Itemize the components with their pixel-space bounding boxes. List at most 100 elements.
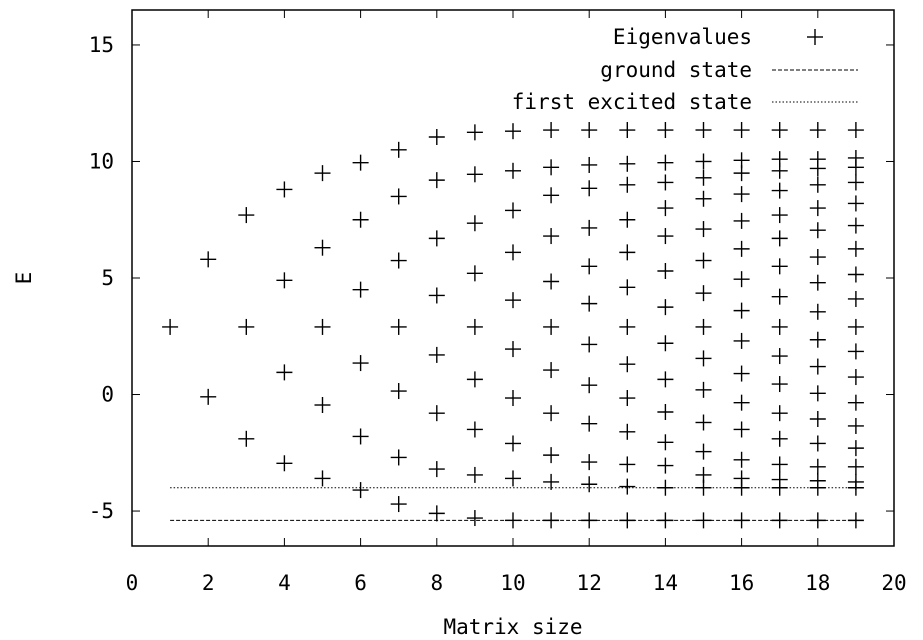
y-axis-title: E	[12, 272, 36, 285]
eigenvalue-point	[809, 472, 826, 489]
eigenvalue-point	[695, 466, 712, 483]
eigenvalue-point	[314, 470, 331, 487]
eigenvalue-point	[581, 512, 598, 529]
eigenvalue-point	[657, 434, 674, 451]
eigenvalue-point	[847, 217, 864, 234]
y-tick-label: 15	[89, 33, 114, 57]
eigenvalue-point	[809, 458, 826, 475]
eigenvalue-point	[733, 152, 750, 169]
x-tick-label: 6	[354, 571, 367, 595]
eigenvalue-point	[847, 369, 864, 386]
eigenvalue-point	[466, 371, 483, 388]
eigenvalue-point	[847, 266, 864, 283]
eigenvalue-point	[809, 122, 826, 139]
eigenvalue-point	[581, 156, 598, 173]
eigenvalue-point	[657, 371, 674, 388]
eigenvalue-point	[466, 166, 483, 183]
eigenvalue-point	[581, 258, 598, 275]
eigenvalue-point	[695, 122, 712, 139]
eigenvalue-point	[771, 258, 788, 275]
eigenvalue-point	[847, 174, 864, 191]
eigenvalue-point	[581, 336, 598, 353]
eigenvalue-point	[543, 318, 560, 335]
eigenvalue-point	[581, 122, 598, 139]
eigenvalue-point	[695, 190, 712, 207]
eigenvalue-point	[733, 186, 750, 203]
eigenvalue-point	[847, 149, 864, 166]
eigenvalue-point	[238, 207, 255, 224]
eigenvalue-point	[505, 244, 521, 261]
eigenvalue-point	[505, 202, 521, 219]
eigenvalue-point	[428, 172, 445, 189]
eigenvalue-point	[505, 512, 521, 529]
x-tick-label: 12	[577, 571, 602, 595]
eigenvalue-point	[428, 346, 445, 363]
eigenvalue-point	[581, 180, 598, 197]
eigenvalue-point	[657, 299, 674, 316]
eigenvalue-point	[543, 362, 560, 379]
eigenvalue-point	[619, 423, 636, 440]
eigenvalue-point	[695, 512, 712, 529]
eigenvalue-point	[809, 358, 826, 375]
eigenvalue-point	[276, 181, 293, 198]
eigenvalue-point	[543, 512, 560, 529]
eigenvalue-point	[809, 222, 826, 239]
eigenvalue-point	[809, 274, 826, 291]
eigenvalue-point	[619, 176, 636, 193]
eigenvalue-point	[847, 343, 864, 360]
eigenvalue-point	[314, 397, 331, 414]
eigenvalue-point	[771, 471, 788, 488]
eigenvalue-point	[847, 122, 864, 139]
eigenvalue-point	[847, 512, 864, 529]
eigenvalues-series	[162, 122, 864, 529]
eigenvalue-point	[428, 505, 445, 522]
eigenvalue-point	[771, 230, 788, 247]
eigenvalue-point	[695, 350, 712, 367]
x-tick-label: 18	[805, 571, 830, 595]
eigenvalue-point	[695, 169, 712, 186]
eigenvalue-point	[847, 394, 864, 411]
eigenvalue-point	[619, 211, 636, 228]
eigenvalue-point	[657, 479, 674, 496]
eigenvalue-point	[771, 376, 788, 393]
eigenvalue-point	[276, 455, 293, 472]
eigenvalue-point	[543, 228, 560, 245]
eigenvalue-point	[695, 153, 712, 170]
eigenvalue-point	[505, 123, 521, 140]
eigenvalue-point	[238, 430, 255, 447]
eigenvalue-point	[847, 417, 864, 434]
eigenvalue-point	[847, 458, 864, 475]
eigenvalue-point	[733, 365, 750, 382]
x-axis: 0 2 4 6 8 10 12 14 16 18 20	[126, 10, 907, 595]
eigenvalue-point	[505, 162, 521, 179]
eigenvalue-point	[771, 288, 788, 305]
eigenvalue-point	[809, 200, 826, 217]
eigenvalue-point	[733, 122, 750, 139]
legend-marker-eigenvalues	[807, 29, 823, 45]
eigenvalue-point	[543, 159, 560, 176]
eigenvalue-point	[733, 512, 750, 529]
eigenvalue-point	[695, 414, 712, 431]
eigenvalue-point	[466, 265, 483, 282]
eigenvalue-point	[390, 496, 407, 513]
eigenvalue-point	[581, 415, 598, 432]
eigenvalue-point	[619, 279, 636, 296]
y-axis: -5 0 5 10 15	[89, 33, 894, 523]
y-tick-label: 5	[101, 266, 114, 290]
eigenvalue-point	[733, 421, 750, 438]
eigenvalue-point	[809, 331, 826, 348]
eigenvalue-point	[314, 239, 331, 256]
x-axis-title: Matrix size	[443, 615, 582, 639]
eigenvalue-point	[466, 318, 483, 335]
eigenvalue-point	[695, 381, 712, 398]
eigenvalue-point	[543, 273, 560, 290]
legend-label-first-excited-state: first excited state	[512, 90, 752, 114]
eigenvalue-point	[809, 151, 826, 168]
eigenvalue-point	[771, 122, 788, 139]
eigenvalue-point	[771, 348, 788, 365]
eigenvalue-point	[505, 435, 521, 452]
eigenvalue-point	[505, 470, 521, 487]
eigenvalue-point	[543, 473, 560, 490]
eigenvalue-point	[543, 187, 560, 204]
eigenvalue-point	[619, 244, 636, 261]
